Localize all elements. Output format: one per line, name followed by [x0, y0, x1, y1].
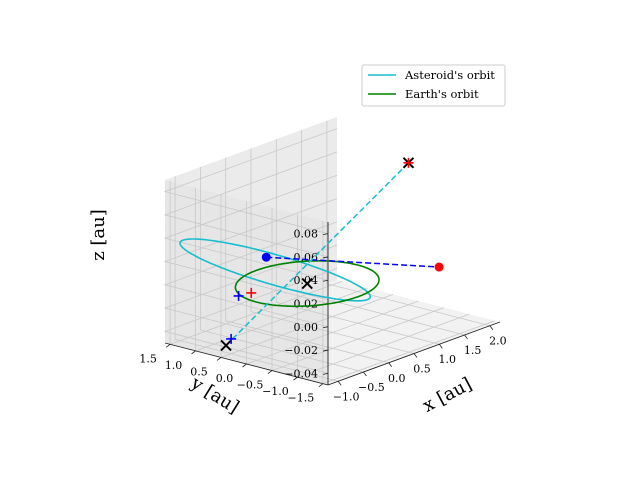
- gridline-x: [250, 148, 415, 354]
- point-marker-plus: [403, 157, 414, 168]
- orbit-line-earth: [234, 259, 380, 308]
- x-tick-mark: [489, 325, 494, 330]
- x-tick-mark: [438, 343, 443, 349]
- gridline-z: [163, 198, 338, 304]
- z-tick-label: 0.02: [294, 298, 319, 311]
- z-tick-mark: [322, 349, 329, 352]
- point-marker-plus: [233, 290, 244, 301]
- gridline-x: [326, 120, 490, 327]
- point-marker-x: [220, 339, 232, 352]
- y-tick-mark: [216, 357, 222, 361]
- z-tick-label: −0.04: [284, 367, 318, 380]
- marker-x-stroke: [301, 277, 313, 290]
- y-tick-label: 1.5: [139, 352, 157, 365]
- gridline-z: [163, 128, 338, 234]
- point-marker-dot: [434, 262, 444, 272]
- y-tick-mark: [191, 350, 196, 355]
- point-marker-x: [301, 277, 313, 290]
- y-tick-label: −0.5: [237, 379, 264, 392]
- z-tick-mark: [322, 256, 329, 259]
- y-tick-label: 0.0: [216, 372, 234, 385]
- x-axis-label: x [au]: [419, 374, 475, 417]
- x-tick-mark: [363, 371, 367, 377]
- gridline-x: [225, 157, 389, 364]
- point-marker-dot: [261, 252, 271, 262]
- series-lines: [179, 162, 440, 346]
- x-tick-label: 0.5: [413, 363, 431, 376]
- legend: Asteroid's orbit Earth's orbit: [361, 64, 506, 107]
- legend-label-asteroid: Asteroid's orbit: [404, 68, 495, 82]
- tick-labels: −1.0−0.50.00.51.01.52.0−1.5−1.0−0.50.00.…: [139, 228, 506, 405]
- y-tick-mark: [293, 376, 298, 381]
- gridline-x: [275, 139, 440, 345]
- point-markers: [220, 157, 444, 352]
- z-tick-mark: [322, 279, 329, 282]
- z-tick-mark: [322, 372, 329, 375]
- x-tick-label: 1.5: [464, 344, 482, 357]
- gridline-x: [174, 176, 339, 382]
- gridline-z: [163, 221, 338, 328]
- marker-dot: [434, 262, 444, 272]
- y-tick-mark: [165, 343, 171, 348]
- z-tick-mark: [322, 326, 329, 329]
- x-tick-label: 2.0: [489, 335, 507, 348]
- x-tick-label: 0.0: [388, 372, 406, 385]
- marker-dot: [261, 252, 271, 262]
- y-axis-label: y [au]: [186, 372, 242, 418]
- gridline-z: [163, 268, 338, 374]
- marker-x-stroke: [220, 339, 232, 352]
- gridline-x: [199, 167, 364, 373]
- x-tick-mark: [413, 353, 418, 358]
- x-tick-label: −0.5: [358, 381, 385, 394]
- x-tick-mark: [388, 362, 393, 368]
- gridline-z: [163, 151, 338, 258]
- z-tick-mark: [322, 233, 329, 236]
- legend-box: [361, 64, 506, 107]
- point-marker-plus: [246, 287, 257, 298]
- y-tick-mark: [267, 370, 273, 374]
- dashed-line: [266, 256, 440, 268]
- x-tick-mark: [464, 334, 468, 340]
- y-tick-label: 0.5: [190, 365, 208, 378]
- z-axis-label: z [au]: [88, 209, 109, 261]
- z-tick-label: −0.02: [284, 344, 318, 357]
- y-tick-label: 1.0: [165, 359, 183, 372]
- point-marker-plus: [226, 333, 237, 344]
- y-tick-label: −1.0: [262, 385, 289, 398]
- y-tick-label: −1.5: [288, 392, 315, 405]
- y-tick-mark: [242, 363, 247, 368]
- x-tick-label: −1.0: [333, 390, 360, 403]
- z-tick-label: 0.08: [294, 228, 319, 241]
- x-tick-mark: [337, 381, 342, 386]
- x-tick-label: 1.0: [439, 353, 457, 366]
- z-tick-label: 0.00: [294, 321, 319, 334]
- dashed-line: [225, 162, 410, 346]
- gridline-z: [163, 244, 338, 351]
- y-tick-mark: [318, 383, 324, 388]
- orbit-line-asteroid: [179, 238, 372, 302]
- legend-label-earth: Earth's orbit: [405, 87, 479, 101]
